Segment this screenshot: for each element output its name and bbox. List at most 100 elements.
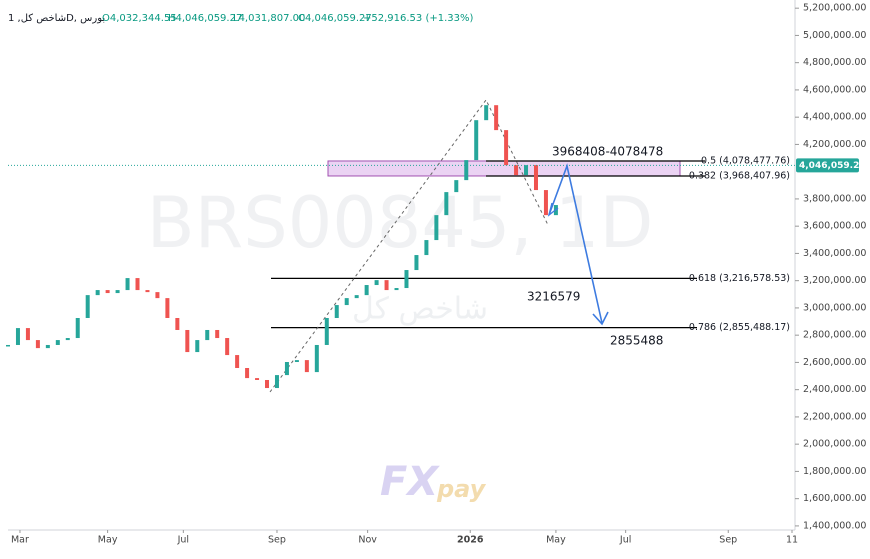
open: O4,032,344.55 [102, 13, 177, 24]
candle [215, 329, 220, 339]
y-tick-label: 2,200,000.00 [803, 411, 866, 422]
y-tick-label: 1,600,000.00 [803, 493, 866, 504]
candle [414, 255, 419, 271]
candle [284, 362, 289, 376]
fib-zone [327, 160, 681, 177]
candle [75, 318, 80, 339]
candle [185, 329, 190, 353]
candle [155, 292, 160, 299]
watermark-sub: شاخص کل [352, 292, 488, 327]
candle [324, 318, 329, 345]
candle [504, 130, 509, 166]
logo: pay [436, 475, 487, 503]
y-tick-label: 3,800,000.00 [803, 193, 866, 204]
candle [494, 105, 499, 131]
last-price-label: 4,046,059.27 [799, 161, 866, 171]
x-tick-label: Jul [619, 535, 631, 546]
candle [364, 285, 369, 296]
candle [514, 165, 519, 176]
y-tick-label: 3,000,000.00 [803, 302, 866, 313]
candle [85, 295, 90, 318]
candle [265, 379, 270, 389]
x-tick-label: Mar [11, 535, 29, 546]
projection-arrow [548, 163, 603, 324]
candle [484, 105, 489, 121]
candle [25, 328, 30, 341]
candle [225, 338, 230, 356]
annotation: 3968408-4078478 [552, 145, 663, 159]
candle [344, 298, 349, 306]
fib-label: 0.786 (2,855,488.17) [689, 322, 790, 333]
candle [175, 318, 180, 330]
y-tick-label: 4,600,000.00 [803, 84, 866, 95]
change: +52,916.53 (+1.33%) [363, 13, 473, 24]
low: L4,031,807.00 [233, 13, 305, 24]
candle [205, 329, 210, 341]
x-tick-label: May [98, 535, 118, 546]
candle [474, 120, 479, 161]
candle [374, 280, 379, 286]
candle [135, 278, 140, 291]
candle [125, 278, 130, 291]
candle [524, 165, 529, 176]
candle [45, 344, 50, 349]
candle [354, 295, 359, 299]
candle [6, 344, 10, 347]
x-tick-label: Sep [268, 535, 286, 546]
fib-label: 0.5 (4,078,477.76) [701, 155, 790, 166]
arrow-head [592, 311, 609, 326]
candle [195, 340, 200, 353]
y-tick-label: 3,200,000.00 [803, 275, 866, 286]
x-tick-label: Sep [719, 535, 737, 546]
y-tick-label: 5,000,000.00 [803, 30, 866, 41]
x-tick-label: Nov [358, 535, 377, 546]
fib-label: 0.382 (3,968,407.96) [689, 170, 790, 181]
candle [165, 298, 170, 318]
candle [464, 160, 469, 181]
candle [543, 190, 548, 216]
arrow-head [547, 202, 559, 217]
high: H4,046,059.27 [168, 13, 242, 24]
candle [145, 290, 150, 293]
candle [454, 180, 459, 193]
y-tick-label: 3,400,000.00 [803, 248, 866, 259]
close: C4,046,059.27 [298, 13, 372, 24]
candle [304, 360, 309, 373]
candle [274, 375, 279, 389]
y-tick-label: 5,200,000.00 [803, 3, 866, 14]
y-tick-label: 3,600,000.00 [803, 221, 866, 232]
annotation: 2855488 [610, 334, 663, 348]
candle [404, 270, 409, 289]
x-tick-label: 11 [786, 535, 798, 546]
candle [35, 340, 40, 349]
trend-line [269, 99, 549, 393]
annotation: 3216579 [527, 290, 580, 304]
fib-label: 0.618 (3,216,578.53) [689, 273, 790, 284]
candle [255, 378, 260, 380]
candle [444, 192, 449, 216]
candle [394, 288, 399, 291]
symbol: شاخص کل, 1D, بورس [8, 13, 105, 24]
x-tick-label: Jul [177, 535, 189, 546]
candle [245, 368, 250, 379]
x-tick-label: 2026 [457, 535, 484, 546]
x-tick-label: May [546, 535, 566, 546]
y-tick-label: 1,800,000.00 [803, 466, 866, 477]
candle [424, 240, 429, 256]
candle [115, 290, 120, 294]
candle [55, 340, 60, 345]
candle [334, 305, 339, 318]
y-tick-label: 2,800,000.00 [803, 330, 866, 341]
candle [434, 215, 439, 241]
candle [65, 338, 70, 341]
candles [6, 105, 558, 389]
candle [384, 280, 389, 291]
candle [314, 344, 319, 373]
y-tick-label: 1,400,000.00 [803, 520, 866, 531]
candle [105, 290, 110, 294]
logo: FX [380, 459, 440, 505]
watermark: BRS00845, 1D [147, 182, 654, 264]
candle [533, 165, 538, 191]
y-tick-label: 4,400,000.00 [803, 112, 866, 123]
